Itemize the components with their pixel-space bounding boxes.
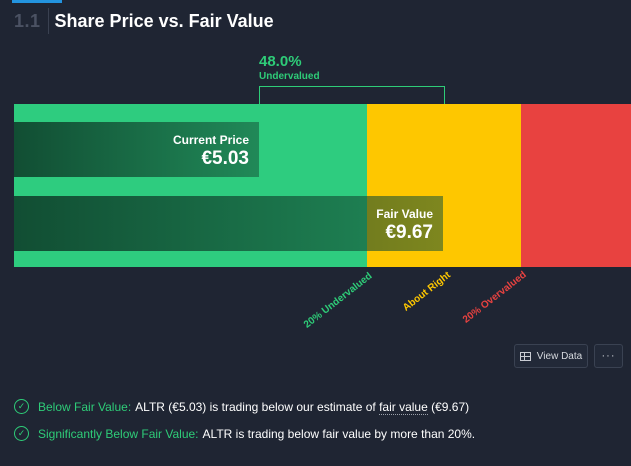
current-price-bar: Current Price €5.03 — [14, 122, 259, 177]
zone-label-about-right: About Right — [401, 269, 453, 314]
check-significantly-below: ✓ Significantly Below Fair Value: ALTR i… — [14, 426, 475, 441]
fair-value-label: Fair Value — [376, 207, 433, 221]
check-circle-icon: ✓ — [14, 399, 29, 414]
section-header: 1.1 Share Price vs. Fair Value — [14, 8, 274, 34]
ellipsis-icon: ··· — [601, 350, 616, 362]
check-text: ALTR is trading below fair value by more… — [202, 426, 476, 441]
check-circle-icon: ✓ — [14, 426, 29, 441]
section-number: 1.1 — [14, 10, 41, 31]
fair-value-link[interactable]: fair value — [379, 399, 428, 415]
difference-percent: 48.0% — [259, 53, 302, 70]
check-text: ALTR (€5.03) is trading below our estima… — [135, 399, 470, 415]
check-text-before: ALTR (€5.03) is trading below our estima… — [135, 399, 376, 414]
section-title: Share Price vs. Fair Value — [54, 10, 274, 31]
check-text-after: (€9.67) — [431, 399, 470, 414]
zone-label-overvalued: 20% Overvalued — [461, 269, 529, 326]
fair-value-bar: Fair Value €9.67 — [14, 196, 443, 251]
current-price-label: Current Price — [172, 133, 249, 147]
zone-label-undervalued: 20% Undervalued — [302, 270, 375, 331]
check-title: Significantly Below Fair Value: — [38, 426, 199, 441]
current-price-value: €5.03 — [201, 148, 249, 169]
title-divider — [47, 8, 49, 34]
view-data-label: View Data — [536, 350, 583, 362]
tab-accent — [12, 0, 62, 3]
difference-label: Undervalued — [259, 71, 320, 82]
view-data-button[interactable]: View Data — [514, 344, 588, 368]
more-options-button[interactable]: ··· — [594, 344, 623, 368]
grid-icon — [519, 351, 531, 361]
check-below-fair-value: ✓ Below Fair Value: ALTR (€5.03) is trad… — [14, 399, 470, 415]
zone-overvalued — [521, 104, 631, 267]
difference-bracket — [259, 86, 445, 105]
check-title: Below Fair Value: — [38, 399, 132, 414]
fair-value-value: €9.67 — [385, 222, 433, 243]
